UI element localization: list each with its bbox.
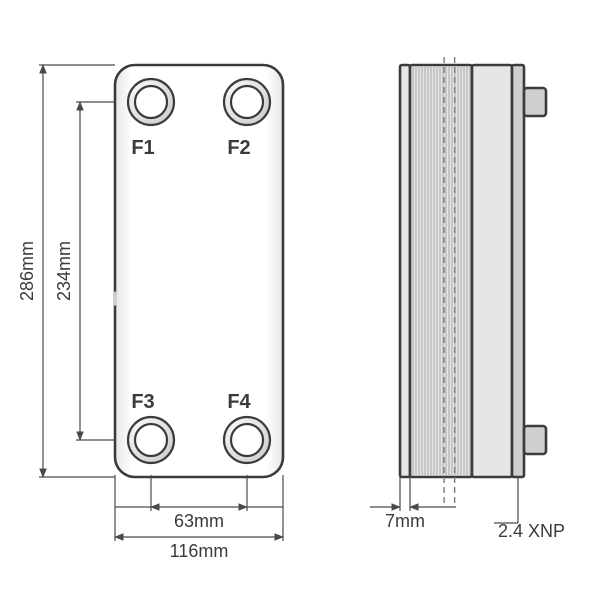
dim-text: 63mm bbox=[174, 511, 224, 531]
dim-text: 234mm bbox=[54, 241, 74, 301]
side-ext bbox=[472, 65, 512, 477]
port-F3-inner bbox=[135, 424, 167, 456]
port-F4-inner bbox=[231, 424, 263, 456]
dim-text: 7mm bbox=[385, 511, 425, 531]
dim-text: 286mm bbox=[17, 241, 37, 301]
port-F1-inner bbox=[135, 86, 167, 118]
front-notch bbox=[113, 292, 117, 306]
dim-text: 116mm bbox=[170, 541, 229, 561]
port-label-F1: F1 bbox=[131, 137, 154, 159]
port-F2-inner bbox=[231, 86, 263, 118]
side-back-plate bbox=[512, 65, 524, 477]
side-front-plate bbox=[400, 65, 410, 477]
front-body bbox=[115, 65, 283, 477]
side-connector-0 bbox=[524, 88, 546, 116]
port-label-F3: F3 bbox=[131, 391, 154, 413]
side-connector-1 bbox=[524, 426, 546, 454]
port-label-F4: F4 bbox=[227, 391, 251, 413]
annotation-xnp: 2.4 XNP bbox=[498, 521, 565, 541]
port-label-F2: F2 bbox=[227, 137, 250, 159]
